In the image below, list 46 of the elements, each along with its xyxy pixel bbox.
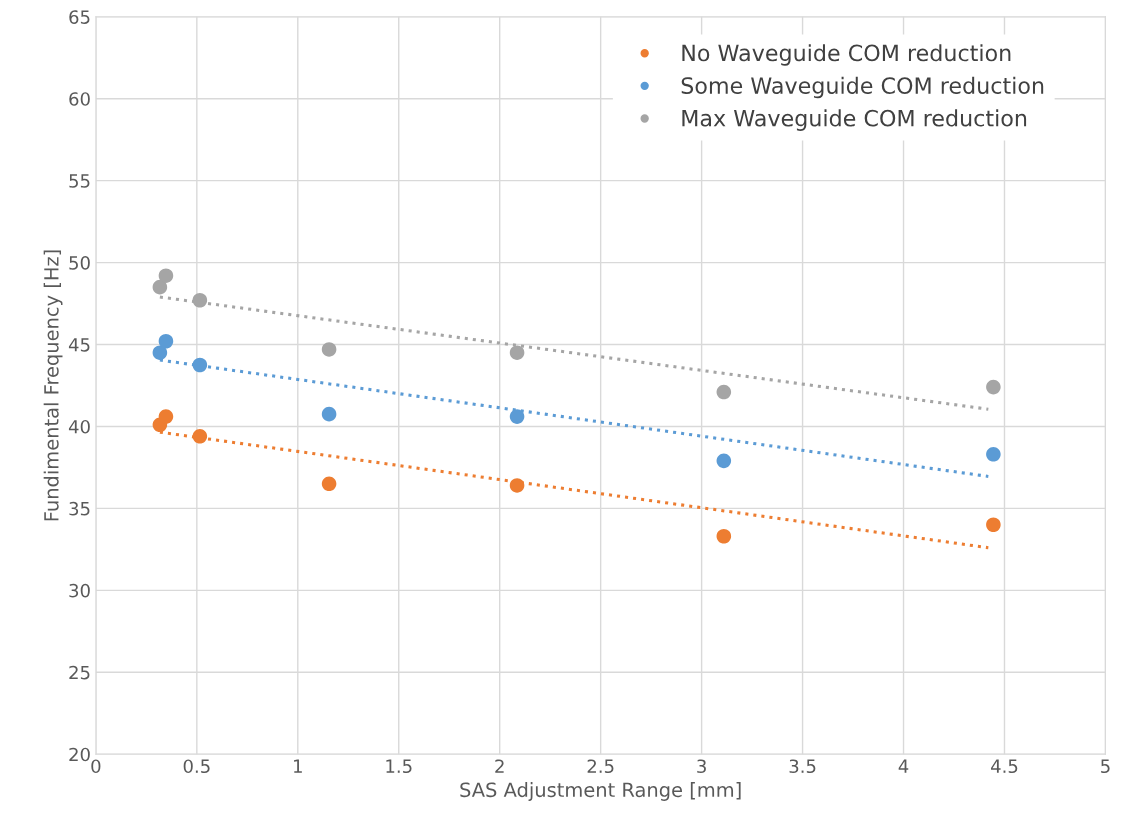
point — [192, 429, 208, 444]
x-axis-title: SAS Adjustment Range [mm] — [460, 782, 741, 801]
x-tick-label: 2 — [495, 759, 504, 773]
x-tick-label: 2.5 — [587, 759, 614, 774]
point — [321, 476, 337, 492]
y-tick-label: 65 — [69, 10, 90, 24]
x-tick-label: 4.5 — [991, 759, 1018, 774]
y-tick-label: 25 — [69, 665, 90, 680]
y-tick-label: 20 — [69, 747, 90, 762]
y-tick-label: 35 — [69, 501, 90, 516]
point — [509, 478, 525, 493]
legend-label: No Waveguide COM reduction — [682, 44, 1011, 66]
point — [509, 345, 525, 360]
legend-label: Some Waveguide COM reduction — [681, 76, 1044, 99]
x-tick-label: 1.5 — [386, 759, 412, 774]
y-tick-label: 50 — [69, 256, 90, 270]
point — [192, 357, 208, 373]
point — [158, 268, 174, 283]
x-tick-label: 0.5 — [183, 759, 210, 774]
point — [158, 333, 174, 349]
x-tick-label: 3.5 — [789, 759, 816, 774]
x-tick-label: 0 — [91, 759, 101, 774]
x-tick-label: 1 — [294, 759, 302, 773]
point — [986, 517, 1001, 533]
legend-label: Max Waveguide COM reduction — [682, 109, 1027, 131]
x-tick-label: 4 — [898, 759, 909, 773]
x-tick-label: 3 — [697, 759, 706, 774]
y-tick-label: 60 — [69, 92, 90, 106]
point — [158, 409, 174, 424]
x-tick-label: 5 — [1101, 759, 1110, 774]
point — [321, 342, 337, 357]
point — [321, 406, 337, 422]
point — [716, 384, 732, 400]
point — [986, 379, 1001, 395]
y-tick-label: 55 — [69, 174, 90, 188]
point — [509, 409, 525, 424]
point — [152, 279, 168, 295]
y-tick-label: 45 — [68, 338, 90, 352]
y-tick-label: 30 — [69, 583, 90, 598]
y-axis-title: Fundimental Frequency [Hz] — [43, 250, 63, 521]
point — [192, 292, 208, 308]
point — [716, 453, 732, 469]
point — [716, 528, 732, 544]
point — [986, 447, 1001, 462]
point — [152, 345, 168, 360]
y-tick-label: 40 — [68, 419, 90, 434]
